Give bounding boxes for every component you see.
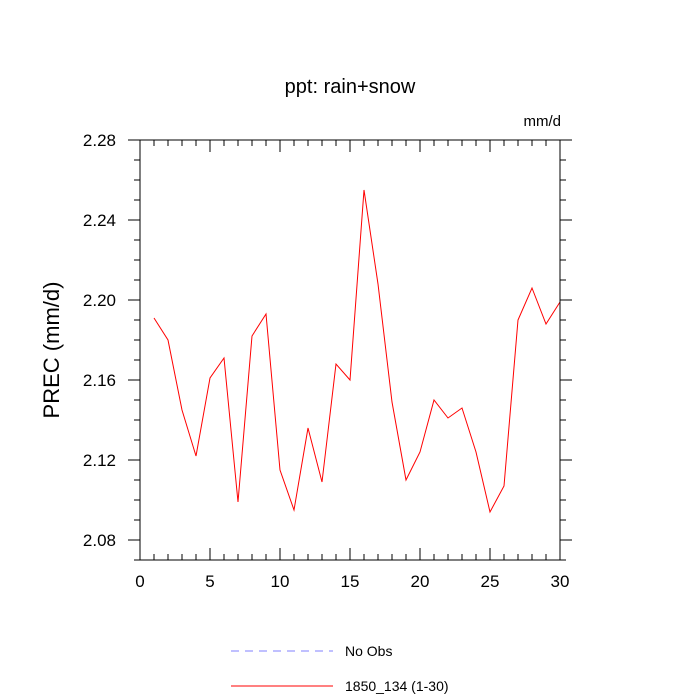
y-tick-label: 2.24 (83, 211, 116, 230)
x-tick-label: 30 (551, 572, 570, 591)
legend: No Obs 1850_134 (1-30) (231, 643, 449, 694)
x-tick-label: 10 (271, 572, 290, 591)
units-label: mm/d (524, 113, 562, 130)
x-tick-label: 15 (341, 572, 360, 591)
y-tick-label: 2.20 (83, 291, 116, 310)
chart-title: ppt: rain+snow (285, 76, 416, 98)
x-tick-label: 5 (205, 572, 214, 591)
legend-label: No Obs (345, 643, 392, 659)
y-tick-label: 2.12 (83, 451, 116, 470)
axis-tick-labels: 0 5 10 15 20 25 30 2.08 2.12 2.16 2.20 2.24 2.28 (83, 131, 570, 591)
y-tick-label: 2.08 (83, 531, 116, 550)
y-tick-label: 2.28 (83, 131, 116, 150)
x-tick-label: 20 (411, 572, 430, 591)
legend-label: 1850_134 (1-30) (345, 678, 449, 694)
plot-frame (139, 139, 561, 561)
y-axis-label: PREC (mm/d) (39, 282, 64, 419)
data-series (153, 189, 561, 514)
x-tick-label: 25 (481, 572, 500, 591)
x-tick-label: 0 (135, 572, 144, 591)
series-line (153, 189, 561, 514)
axis-ticks (128, 139, 572, 561)
y-tick-label: 2.16 (83, 371, 116, 390)
